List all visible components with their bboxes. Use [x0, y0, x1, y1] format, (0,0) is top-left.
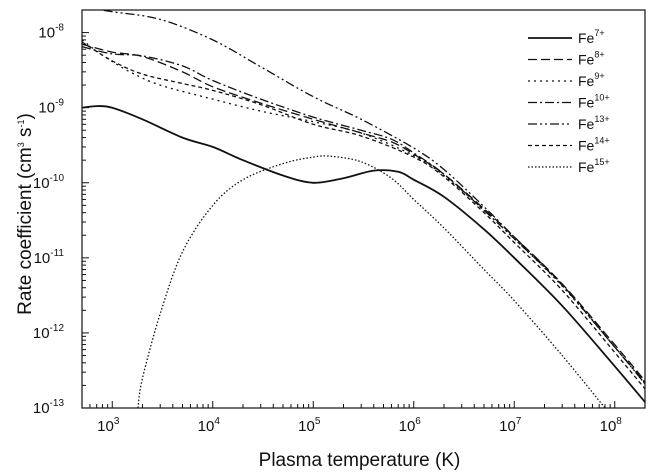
y-axis-title-exp1: 3 [16, 142, 26, 147]
series-line-fe8plus [82, 43, 645, 382]
series-line-fe7plus [82, 105, 645, 403]
y-tick-label: 10-11 [34, 248, 65, 267]
x-tick-label: 104 [198, 416, 221, 435]
legend-label: Fe14+ [578, 136, 610, 154]
y-tick-label: 10-13 [33, 398, 65, 417]
y-tick-label: 10-12 [33, 323, 65, 342]
y-axis-title-mid: s [15, 127, 36, 142]
legend: Fe7+ Fe8+ Fe9+ Fe10+ Fe13+ Fe14+ Fe15+ [528, 28, 610, 175]
y-axis-title-exp2: -1 [16, 119, 26, 127]
plot-frame [81, 9, 646, 409]
y-tick-label: 10-10 [33, 173, 65, 192]
legend-label: Fe15+ [578, 157, 610, 175]
x-tick-label: 106 [399, 416, 422, 435]
x-tick-label: 108 [600, 416, 623, 435]
y-axis-title-post: ) [15, 113, 36, 119]
series-line-fe13plus [97, 10, 645, 385]
ticks-layer: 103 104 105 106 107 108 10-13 10-12 10-11 10-10 10… [33, 9, 646, 435]
series-line-fe9plus [82, 39, 645, 385]
y-tick-label: 10-8 [38, 23, 64, 42]
series-line-fe15plus [137, 155, 606, 408]
y-tick-label: 10-9 [38, 98, 64, 117]
y-axis-title: Rate coefficient (cm3 s-1) [15, 113, 36, 315]
x-axis-title: Plasma temperature (K) [259, 450, 461, 471]
y-axis-title-pre: Rate coefficient (cm [15, 147, 36, 315]
legend-label: Fe9+ [578, 71, 605, 89]
x-tick-label: 107 [499, 416, 522, 435]
legend-label: Fe8+ [578, 50, 605, 68]
legend-label: Fe7+ [578, 28, 605, 46]
legend-label: Fe10+ [578, 93, 610, 111]
series-layer [82, 10, 645, 408]
series-line-fe10plus [82, 45, 645, 383]
legend-label: Fe13+ [578, 114, 610, 132]
series-line-fe14plus [82, 41, 645, 390]
x-tick-label: 105 [298, 416, 321, 435]
x-tick-label: 103 [97, 416, 120, 435]
